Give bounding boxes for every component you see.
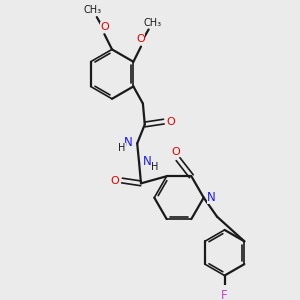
Text: F: F <box>221 289 228 300</box>
Text: O: O <box>172 146 181 157</box>
Text: O: O <box>136 34 146 44</box>
Text: O: O <box>100 22 109 32</box>
Text: CH₃: CH₃ <box>143 18 161 28</box>
Text: N: N <box>143 155 152 168</box>
Text: N: N <box>124 136 133 149</box>
Text: H: H <box>151 162 158 172</box>
Text: O: O <box>110 176 119 185</box>
Text: CH₃: CH₃ <box>84 5 102 16</box>
Text: O: O <box>166 117 175 127</box>
Text: H: H <box>118 143 126 153</box>
Text: N: N <box>207 191 216 204</box>
